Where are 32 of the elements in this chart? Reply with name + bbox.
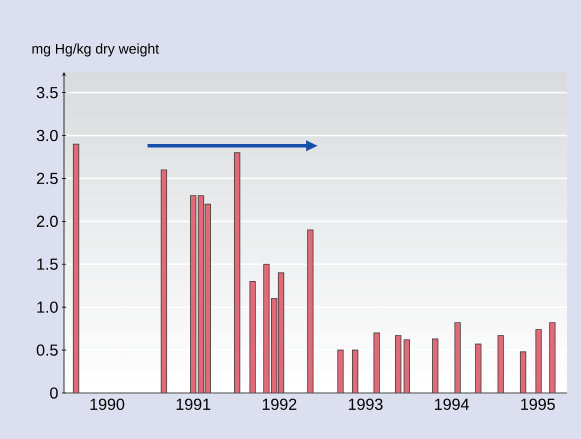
y-tick-label: 3.0 xyxy=(36,130,58,142)
x-tick-label: 1992 xyxy=(262,398,296,410)
bar xyxy=(249,281,256,394)
x-tick-label: 1991 xyxy=(176,398,210,410)
bar xyxy=(72,144,80,394)
y-axis-title: mg Hg/kg dry weight xyxy=(32,43,159,56)
bar xyxy=(520,351,526,394)
bar xyxy=(337,350,344,394)
bar xyxy=(475,344,482,394)
y-tick-label: 2.5 xyxy=(36,172,58,184)
bar xyxy=(404,339,410,394)
y-tick-label: 1.5 xyxy=(37,258,58,270)
y-tick-label: 3.5 xyxy=(36,86,58,98)
y-tick-label: 1.0 xyxy=(37,302,58,313)
bar xyxy=(352,350,358,394)
x-tick-label: 1994 xyxy=(435,398,469,410)
x-tick-label: 1995 xyxy=(521,398,555,410)
y-tick-label: 0.5 xyxy=(36,344,58,356)
bar xyxy=(454,322,461,394)
x-tick-label: 1993 xyxy=(348,398,383,410)
bar xyxy=(432,338,438,394)
y-tick-label: 0 xyxy=(50,387,58,399)
x-tick-label: 1990 xyxy=(90,398,124,410)
bar xyxy=(234,152,240,394)
bar xyxy=(395,335,402,394)
bar xyxy=(307,230,314,394)
y-tick-label: 2.0 xyxy=(36,216,58,228)
bar xyxy=(160,169,168,394)
bar xyxy=(498,335,504,394)
bar xyxy=(535,329,542,394)
bar xyxy=(374,332,380,394)
bar xyxy=(549,322,556,394)
